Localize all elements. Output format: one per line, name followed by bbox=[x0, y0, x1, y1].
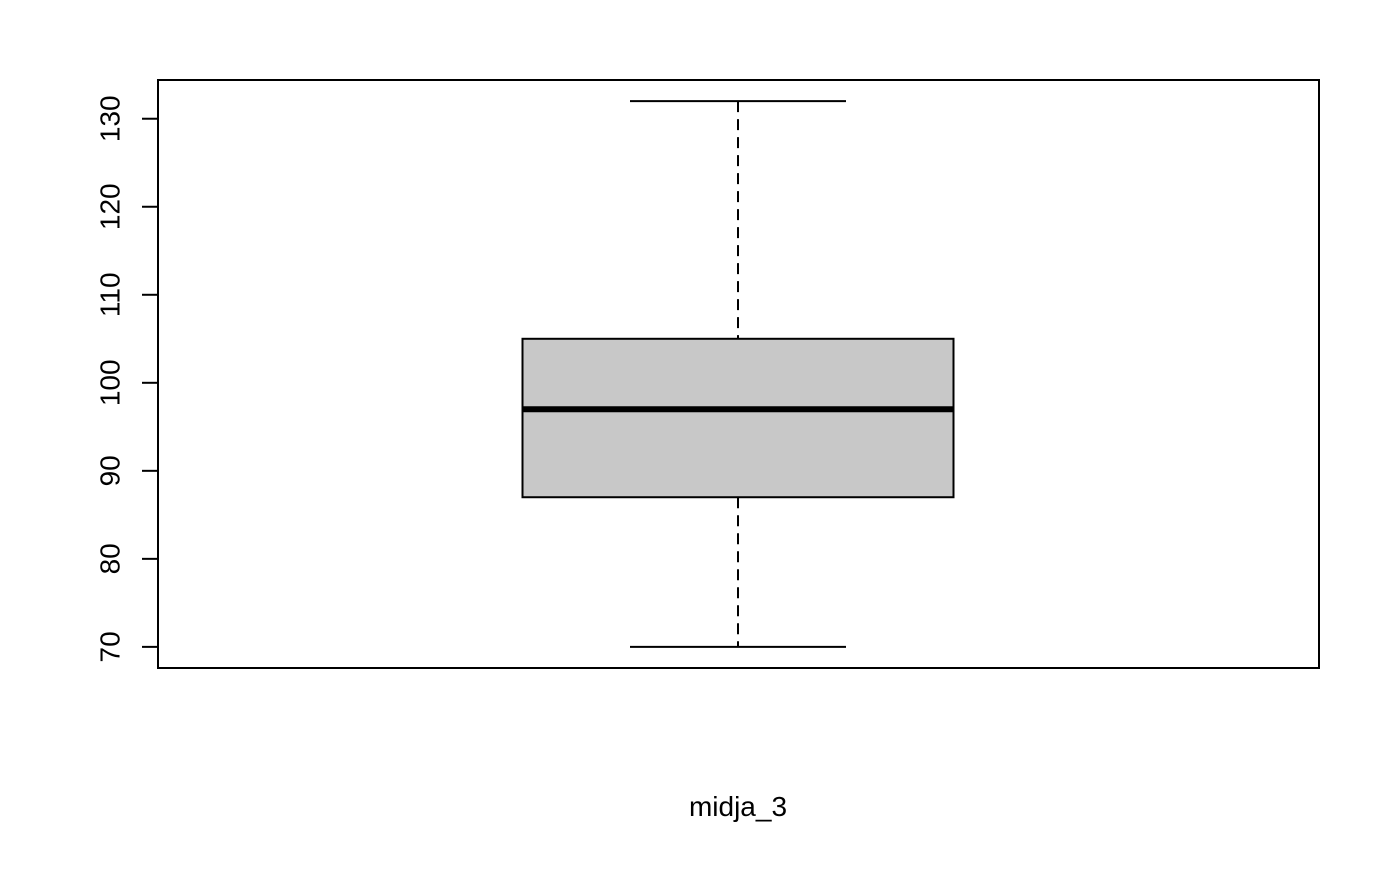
y-tick-label-80: 80 bbox=[95, 543, 126, 574]
x-axis-label: midja_3 bbox=[689, 791, 787, 822]
y-tick-label-100: 100 bbox=[95, 359, 126, 406]
y-tick-label-130: 130 bbox=[95, 95, 126, 142]
y-tick-label-90: 90 bbox=[95, 455, 126, 486]
y-tick-label-120: 120 bbox=[95, 183, 126, 230]
y-tick-label-70: 70 bbox=[95, 631, 126, 662]
y-tick-label-110: 110 bbox=[95, 272, 126, 317]
iqr-box bbox=[521, 337, 955, 499]
